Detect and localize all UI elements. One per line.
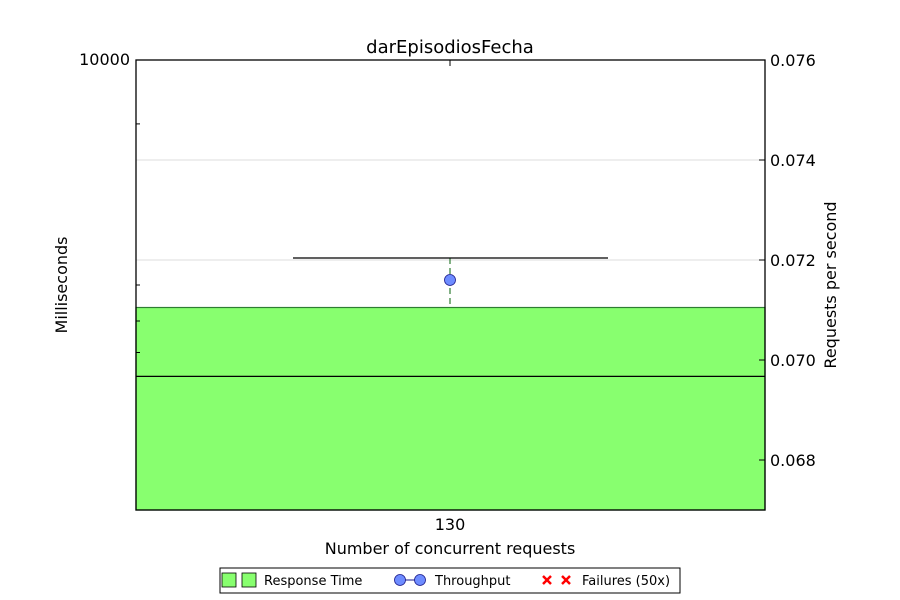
right-tick-label: 0.070 xyxy=(770,351,816,370)
legend-throughput-marker xyxy=(394,574,406,586)
right-axis: 0.068 0.070 0.072 0.074 0.076 xyxy=(759,51,816,470)
right-tick-label: 0.068 xyxy=(770,451,816,470)
x-tick-label: 130 xyxy=(435,515,466,534)
throughput-point xyxy=(444,274,456,286)
legend-throughput-marker xyxy=(414,574,426,586)
legend-response-time-label: Response Time xyxy=(264,574,362,589)
legend: Response Time Throughput Failures (50x) xyxy=(219,567,681,594)
left-axis-label: Milliseconds xyxy=(52,237,71,334)
throughput-series xyxy=(444,274,456,286)
legend-frame xyxy=(219,567,681,594)
left-axis: 10000 xyxy=(79,50,140,353)
response-time-box xyxy=(135,306,766,511)
legend-failure-marker xyxy=(542,575,571,585)
legend-response-time-swatch xyxy=(241,572,257,588)
plot-area xyxy=(135,59,766,511)
right-axis-label: Requests per second xyxy=(821,201,840,368)
legend-throughput-label: Throughput xyxy=(434,574,511,589)
left-tick-label: 10000 xyxy=(79,50,130,69)
right-tick-label: 0.074 xyxy=(770,151,816,170)
legend-failures-label: Failures (50x) xyxy=(582,574,670,589)
right-tick-label: 0.076 xyxy=(770,51,816,70)
legend-response-time-swatch xyxy=(221,572,237,588)
chart-title: darEpisodiosFecha xyxy=(366,37,534,58)
right-tick-label: 0.072 xyxy=(770,251,816,270)
x-axis: 130 xyxy=(435,60,466,534)
x-axis-label: Number of concurrent requests xyxy=(325,539,576,558)
